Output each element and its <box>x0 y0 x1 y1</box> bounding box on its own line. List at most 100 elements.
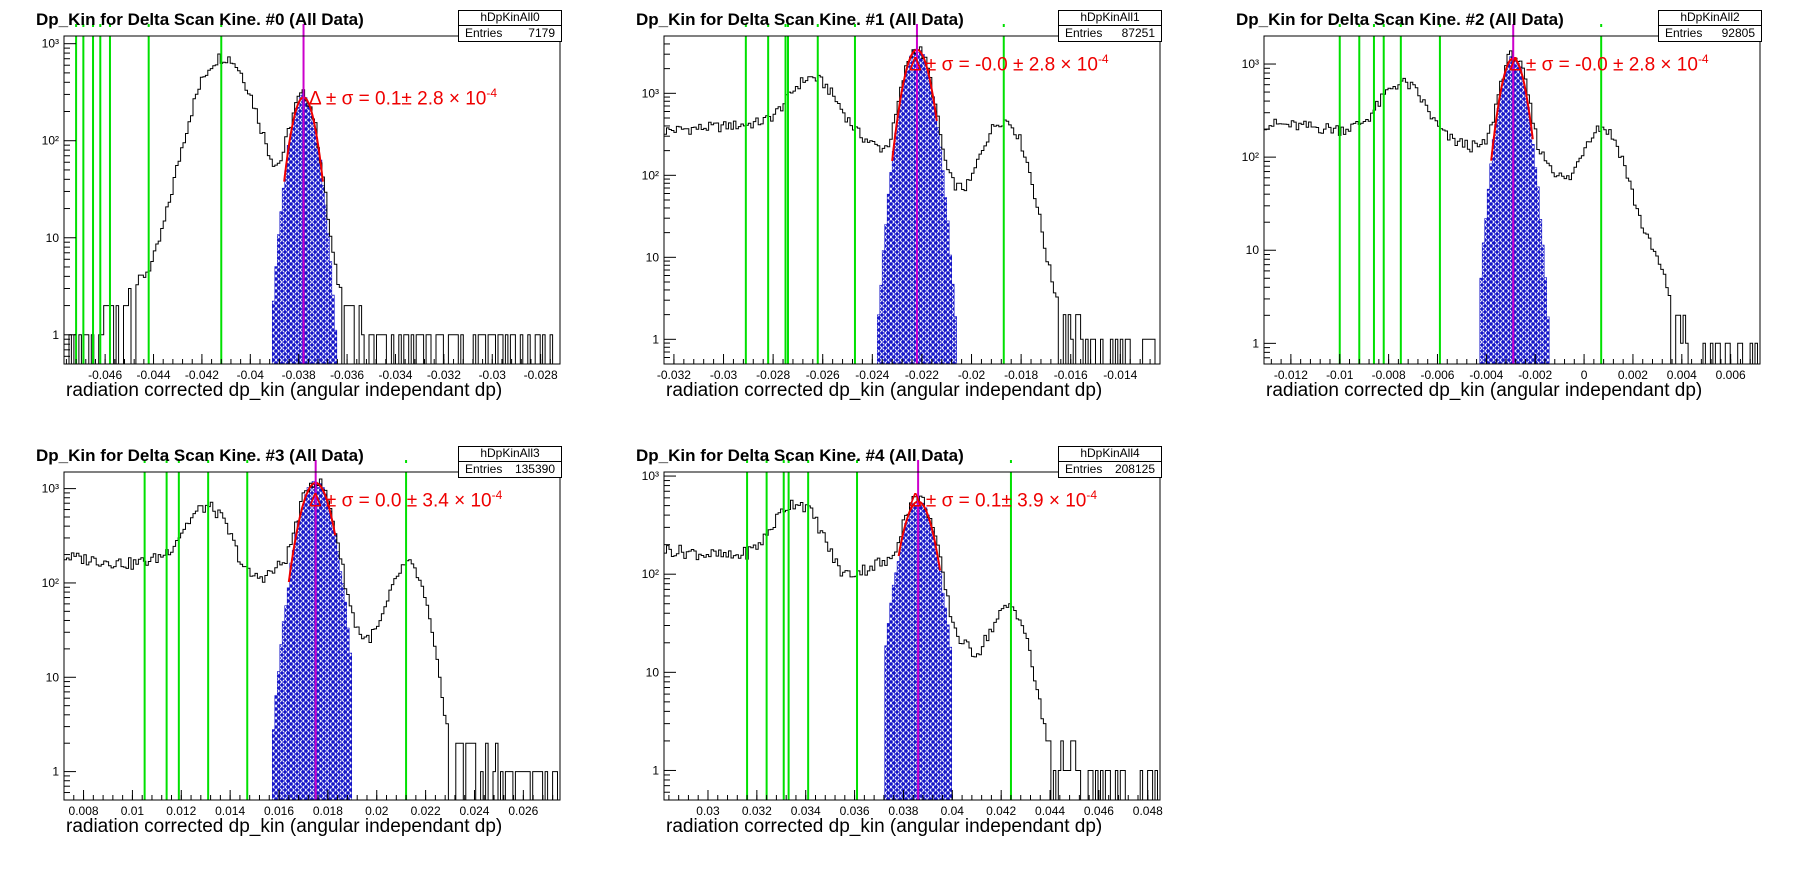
stats-box: hDpKinAll3 Entries 135390 <box>458 446 562 478</box>
entries-value: 87251 <box>1121 26 1155 40</box>
x-tick-label: -0.024 <box>855 368 889 382</box>
x-tick-label: 0.04 <box>941 804 965 818</box>
panel-title: Dp_Kin for Delta Scan Kine. #1 (All Data… <box>636 10 964 29</box>
fit-label-text: Δ ± σ = -0.0 ± 2.8 × 10 <box>909 54 1098 76</box>
x-tick-label: 0.014 <box>215 804 245 818</box>
x-tick-label: 0.026 <box>508 804 538 818</box>
y-tick-label: 10³ <box>642 86 659 100</box>
x-tick-label: -0.03 <box>710 368 738 382</box>
x-tick-label: -0.002 <box>1518 368 1552 382</box>
gaussian-fit <box>897 500 942 571</box>
x-tick-label: 0.018 <box>313 804 343 818</box>
signal-fill <box>1479 56 1550 365</box>
x-tick-label: -0.012 <box>1274 368 1308 382</box>
x-tick-label: 0.038 <box>888 804 918 818</box>
y-tick-label: 10² <box>642 168 659 182</box>
y-tick-label: 10 <box>646 250 660 264</box>
entries-value: 7179 <box>528 26 555 40</box>
x-tick-label: -0.034 <box>378 368 412 382</box>
x-tick-label: -0.016 <box>1054 368 1088 382</box>
x-tick-label: -0.02 <box>958 368 986 382</box>
x-axis-label: radiation corrected dp_kin (angular inde… <box>1266 380 1703 401</box>
fit-label-exponent: -4 <box>1097 52 1109 66</box>
x-tick-label: 0.002 <box>1618 368 1648 382</box>
y-tick-label: 1 <box>52 328 59 342</box>
entries-label: Entries <box>1665 26 1703 40</box>
fit-label: Δ ± σ = 0.1± 2.8 × 10-4 <box>309 86 497 110</box>
y-tick-label: 1 <box>1252 336 1259 350</box>
plot-svg: -0.046 -0.044 -0.042 -0.04 -0.038 -0.036 -0.03… <box>42 24 561 382</box>
stats-name: hDpKinAll3 <box>459 447 561 462</box>
entries-value: 92805 <box>1721 26 1755 40</box>
stats-box: hDpKinAll1 Entries 87251 <box>1058 10 1162 42</box>
panel-title: Dp_Kin for Delta Scan Kine. #2 (All Data… <box>1236 10 1564 29</box>
stats-box: hDpKinAll4 Entries 208125 <box>1058 446 1162 478</box>
panel-title: Dp_Kin for Delta Scan Kine. #4 (All Data… <box>636 446 964 465</box>
fit-label-exponent: -4 <box>486 86 497 100</box>
x-axis-label: radiation corrected dp_kin (angular inde… <box>666 380 1103 401</box>
y-tick-label: 10 <box>646 665 660 679</box>
plot-frame <box>63 35 561 365</box>
x-axis-label: radiation corrected dp_kin (angular inde… <box>66 380 503 401</box>
stats-box: hDpKinAll2 Entries 92805 <box>1658 10 1762 42</box>
y-tick-label: 1 <box>652 332 659 346</box>
y-tick-label: 10³ <box>42 37 59 51</box>
histogram-line <box>664 495 1160 801</box>
histogram-line <box>64 478 560 801</box>
plot-frame <box>63 471 561 801</box>
entries-value: 135390 <box>514 462 555 476</box>
fit-label-exponent: -4 <box>1697 52 1709 66</box>
plot-frame <box>663 471 1161 801</box>
y-tick-label: 10³ <box>42 482 59 496</box>
x-tick-label: 0.042 <box>986 804 1016 818</box>
x-tick-label: 0.02 <box>365 804 389 818</box>
x-axis-label: radiation corrected dp_kin (angular inde… <box>66 816 503 837</box>
x-tick-label: 0.03 <box>696 804 720 818</box>
panel-title: Dp_Kin for Delta Scan Kine. #0 (All Data… <box>36 10 364 29</box>
y-tick-label: 10³ <box>1242 57 1259 71</box>
x-tick-label: 0.048 <box>1133 804 1163 818</box>
y-tick-label: 10² <box>1242 150 1259 164</box>
x-tick-label: 0.012 <box>166 804 196 818</box>
plot-svg: -0.012 -0.01 -0.008 -0.006 -0.004 -0.002 0 0.00… <box>1242 24 1761 382</box>
histogram-panel-2: -0.012 -0.01 -0.008 -0.006 -0.004 -0.002 0 0.00… <box>1200 0 1796 436</box>
plot-svg: 0.008 0.01 0.012 0.014 0.016 0.018 0.02 0.022 0.… <box>42 460 561 818</box>
y-tick-label: 10² <box>42 576 59 590</box>
x-tick-label: -0.046 <box>88 368 122 382</box>
fit-label: Δ ± σ = 0.0 ± 3.4 × 10-4 <box>309 488 502 512</box>
x-tick-label: 0.008 <box>69 804 99 818</box>
x-tick-label: 0 <box>1581 368 1588 382</box>
x-tick-label: 0.032 <box>742 804 772 818</box>
panel-title: Dp_Kin for Delta Scan Kine. #3 (All Data… <box>36 446 364 465</box>
stats-name: hDpKinAll4 <box>1059 447 1161 462</box>
plot-svg: -0.032 -0.03 -0.028 -0.026 -0.024 -0.022 -0.02… <box>642 24 1161 382</box>
fit-label-text: Δ ± σ = 0.1± 2.8 × 10 <box>309 88 487 110</box>
gaussian-fit <box>287 481 337 583</box>
x-tick-label: -0.026 <box>806 368 840 382</box>
fit-label: Δ ± σ = -0.0 ± 2.8 × 10-4 <box>909 52 1109 76</box>
entries-label: Entries <box>1065 462 1103 476</box>
x-tick-label: -0.042 <box>185 368 219 382</box>
x-tick-label: 0.004 <box>1667 368 1697 382</box>
x-tick-label: -0.036 <box>330 368 364 382</box>
fit-label-exponent: -4 <box>1086 488 1097 502</box>
x-tick-label: 0.01 <box>121 804 145 818</box>
stats-name: hDpKinAll0 <box>459 11 561 26</box>
x-tick-label: -0.008 <box>1372 368 1406 382</box>
signal-fill <box>272 481 352 801</box>
x-tick-label: 0.034 <box>791 804 821 818</box>
x-tick-label: -0.018 <box>1004 368 1038 382</box>
x-axis-label: radiation corrected dp_kin (angular inde… <box>666 816 1103 837</box>
histogram-panel-4: 0.03 0.032 0.034 0.036 0.038 0.04 0.042 0.044 0.… <box>600 436 1200 872</box>
fit-label-exponent: -4 <box>491 488 503 502</box>
fit-label-text: Δ ± σ = 0.0 ± 3.4 × 10 <box>309 490 492 512</box>
y-tick-label: 1 <box>52 765 59 779</box>
x-tick-label: -0.014 <box>1103 368 1137 382</box>
stats-name: hDpKinAll1 <box>1059 11 1161 26</box>
x-tick-label: -0.038 <box>282 368 316 382</box>
x-tick-label: -0.028 <box>756 368 790 382</box>
x-tick-label: 0.006 <box>1716 368 1746 382</box>
x-tick-label: -0.022 <box>905 368 939 382</box>
y-tick-label: 10³ <box>642 469 659 483</box>
fit-label-text: Δ ± σ = -0.0 ± 2.8 × 10 <box>1509 54 1698 76</box>
